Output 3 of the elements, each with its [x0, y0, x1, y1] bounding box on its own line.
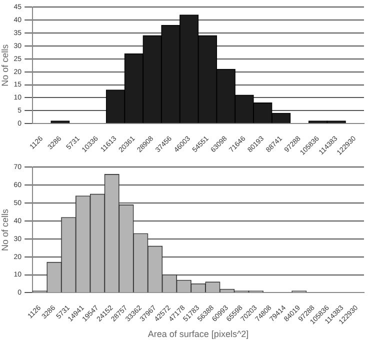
y-axis-title: No of cells [0, 44, 10, 86]
x-axis-title: Area of surface [pixels^2] [148, 329, 249, 340]
y-axis-title: No of cells [0, 208, 10, 251]
